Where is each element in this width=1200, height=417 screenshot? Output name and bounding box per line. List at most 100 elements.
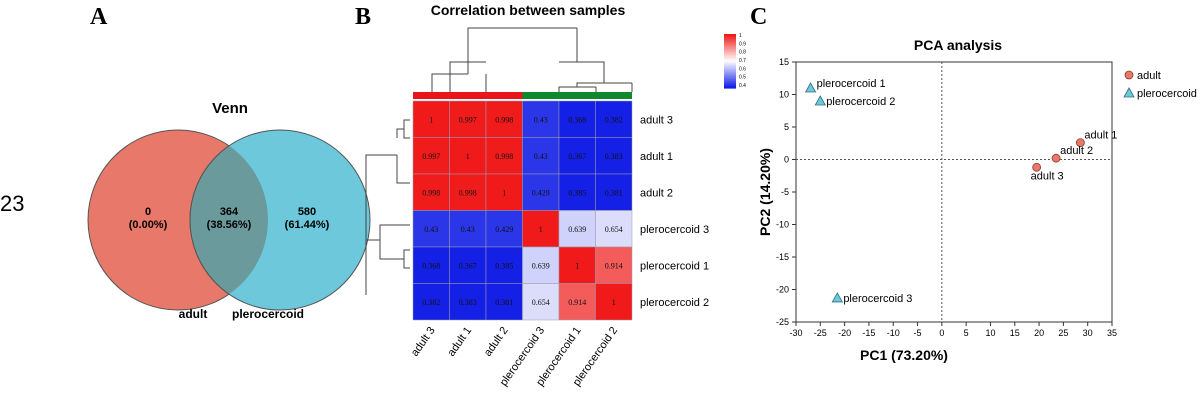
pca-legend-label: adult (1137, 70, 1161, 82)
color-scale-swatch (724, 79, 736, 82)
heatmap-cell (449, 173, 487, 211)
panel-label-b: B (355, 4, 371, 30)
column-group-bar (595, 92, 632, 99)
pca-point-label: plerocercoid 2 (826, 96, 895, 108)
heatmap-cell-label: 0.429 (532, 188, 550, 197)
heatmap-cell-label: 0.914 (605, 261, 623, 270)
color-scale-swatch (724, 66, 736, 69)
heatmap-cell-label: 0.914 (568, 298, 586, 307)
heatmap-cell (485, 137, 523, 175)
heatmap-cell-label: 0.381 (605, 188, 623, 197)
heatmap-cell (522, 210, 560, 248)
pca-legend-marker (1124, 70, 1134, 80)
panel-label-c: C (750, 4, 767, 30)
pca-x-tick-label: 30 (1083, 328, 1093, 338)
heatmap-cell (558, 210, 596, 248)
pca-point-label: adult 3 (1031, 170, 1064, 182)
heatmap-cell-label: 0.43 (424, 225, 438, 234)
pca-y-axis-label: PC2 (14.20%) (757, 148, 773, 236)
color-scale-swatch (724, 64, 736, 67)
heatmap-row-label: plerocercoid 3 (640, 224, 709, 236)
color-scale-swatch (724, 53, 736, 57)
heatmap-cell (449, 210, 487, 248)
pca-point (814, 95, 826, 106)
heatmap-cell-label: 0.639 (568, 225, 586, 234)
heatmap-cell-label: 1 (575, 261, 579, 270)
pca-y-tick-label: -20 (776, 285, 789, 295)
pca-x-tick-label: -25 (814, 328, 827, 338)
pca-x-tick-label: 35 (1107, 328, 1117, 338)
venn-percent-plerocercoid-only: (61.44%) (285, 219, 330, 231)
pca-point-label: adult 1 (1084, 130, 1117, 142)
heatmap-cell-label: 0.368 (422, 261, 440, 270)
pca-point-label: adult 2 (1060, 145, 1093, 157)
heatmap-cell (412, 173, 450, 211)
heatmap-row-label: plerocercoid 2 (640, 297, 709, 309)
pca-point (1051, 153, 1061, 163)
pca-x-tick-label: 25 (1058, 328, 1068, 338)
heatmap-cell (449, 100, 487, 138)
heatmap-cell-label: 0.654 (605, 225, 623, 234)
pca-x-tick-label: 5 (964, 328, 969, 338)
heatmap-cell-label: 1 (502, 188, 506, 197)
heatmap-cell-label: 0.998 (495, 152, 513, 161)
pca-x-tick-label: -5 (914, 328, 922, 338)
pca-x-axis-label: PC1 (73.20%) (860, 347, 948, 363)
heatmap-cell-label: 0.639 (532, 261, 550, 270)
heatmap-cell (485, 283, 523, 321)
pca-legend-marker (1123, 87, 1135, 98)
venn-overlap-region (189, 130, 268, 310)
pca-x-tick-label: -30 (789, 328, 802, 338)
column-group-bar (413, 92, 450, 99)
pca-x-tick-label: 10 (985, 328, 995, 338)
pca-point-label: plerocercoid 3 (843, 293, 912, 305)
pca-y-tick-label: 15 (779, 57, 789, 67)
color-scale-swatch (724, 62, 736, 66)
pca-point (831, 292, 844, 303)
heatmap-column-label: adult 2 (482, 325, 511, 359)
color-scale-swatch (724, 86, 736, 89)
heatmap-row-label: adult 2 (640, 187, 673, 199)
pca-legend: adult plerocercoid (1123, 70, 1197, 100)
heatmap-cell (412, 210, 450, 248)
pca-y-tick-label: 0 (784, 155, 789, 165)
color-scale-tick: 0.7 (739, 58, 746, 64)
color-scale-swatch (724, 48, 736, 51)
color-scale-swatch (724, 57, 736, 60)
color-scale-legend: 1 0.9 0.8 0.7 0.6 0.5 0.4 (724, 33, 746, 89)
heatmap-cell (449, 283, 487, 321)
color-scale-swatch (724, 71, 736, 75)
heatmap-cell-label: 0.367 (568, 152, 586, 161)
pca-panel: C PCA analysis PC1 (73.20%) PC2 (14.20%)… (750, 4, 1197, 363)
color-scale-swatch (724, 73, 736, 76)
heatmap-cell-label: 0.654 (532, 298, 550, 307)
heatmap-cell-label: 0.43 (534, 152, 548, 161)
heatmap-cell-label: 0.997 (459, 115, 477, 124)
heatmap-cell-label: 0.43 (534, 115, 548, 124)
pca-y-tick-label: -25 (776, 317, 789, 327)
heatmap-panel: B Correlation between samples (355, 2, 746, 388)
color-scale-swatch (724, 75, 736, 78)
heatmap-row-label: adult 3 (640, 114, 673, 126)
heatmap-cell (595, 210, 633, 248)
pca-x-tick-label: -15 (862, 328, 875, 338)
heatmap-cell (485, 100, 523, 138)
color-scale-swatch (724, 59, 736, 62)
color-scale-swatch (724, 82, 736, 85)
heatmap-cell (558, 283, 596, 321)
heatmap-cell-label: 1 (612, 298, 616, 307)
column-group-bar (449, 92, 486, 99)
heatmap-cell (522, 283, 560, 321)
heatmap-cell-label: 1 (429, 115, 433, 124)
heatmap-cell (522, 100, 560, 138)
pca-legend-label: plerocercoid (1137, 88, 1197, 100)
heatmap-cell-label: 0.382 (422, 298, 440, 307)
color-scale-swatch (724, 80, 736, 84)
heatmap-cell (485, 173, 523, 211)
heatmap-cell-label: 0.385 (495, 261, 513, 270)
color-scale-tick: 0.8 (739, 50, 746, 56)
color-scale-swatch (724, 34, 736, 37)
venn-count-both: 364 (220, 206, 239, 218)
venn-count-plerocercoid-only: 580 (298, 206, 316, 218)
